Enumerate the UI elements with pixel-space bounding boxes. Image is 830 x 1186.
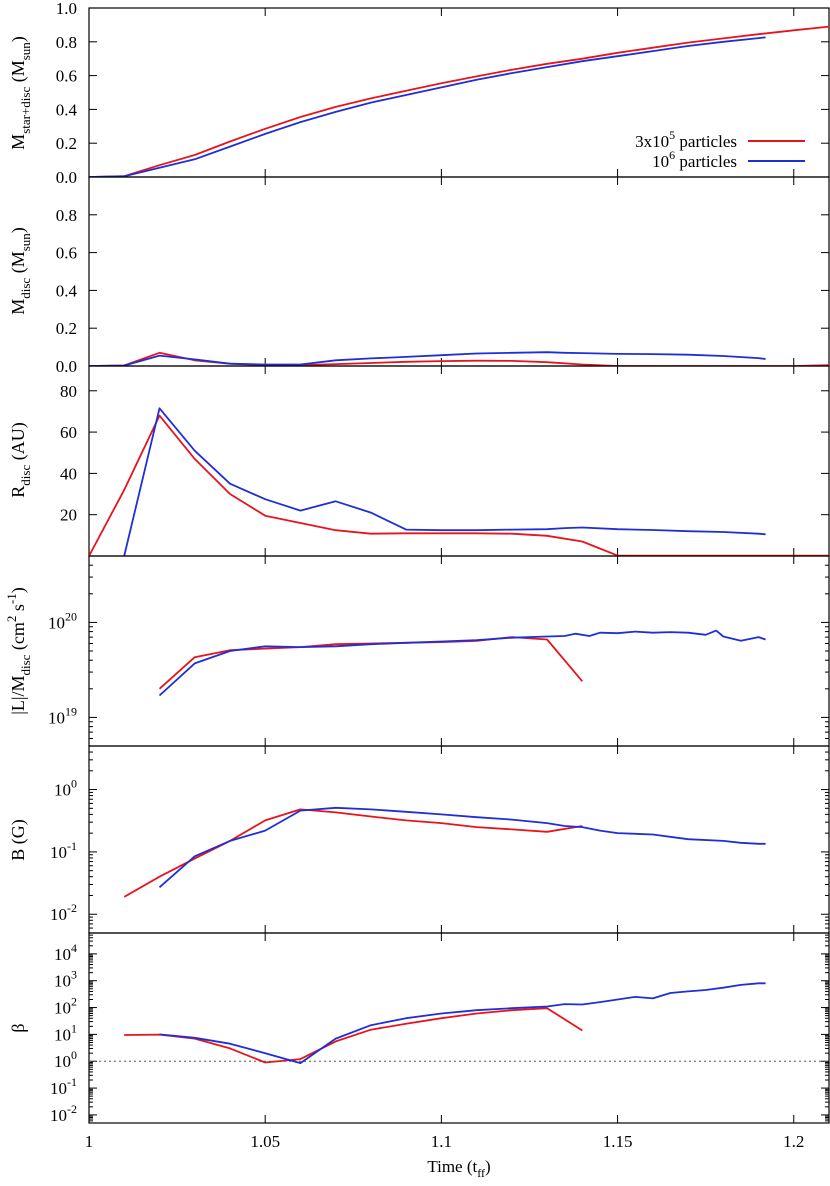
panel-disc-radius: 20 40 60 80 Rdisc (AU) xyxy=(8,365,830,557)
series-line-blue xyxy=(123,407,766,556)
y-tick-label: 80 xyxy=(60,382,77,401)
x-tick-label: 1.15 xyxy=(603,1132,633,1151)
y-tick-label: 101 xyxy=(54,1021,77,1044)
plot-frame xyxy=(88,555,830,747)
y-tick-label: 60 xyxy=(60,423,77,442)
y-tick-label: 102 xyxy=(54,995,77,1018)
series-line-blue xyxy=(89,36,766,177)
x-tick-label: 1 xyxy=(85,1132,94,1151)
x-tick-label: 1.1 xyxy=(431,1132,452,1151)
y-tick-label: 0.4 xyxy=(56,100,78,119)
series-line-red xyxy=(124,1007,583,1064)
x-tick-label: 1.05 xyxy=(250,1132,280,1151)
y-tick-label: 1020 xyxy=(48,609,77,632)
series-line-red xyxy=(123,808,583,898)
panel-mass-star-disc: 0.0 0.2 0.4 0.6 0.8 1.0 Mstar+disc (Msun) 3x105… xyxy=(8,0,830,187)
panel-mass-disc: 0.0 0.2 0.4 0.6 0.8 Mdisc (Msun) xyxy=(8,176,830,376)
series-line-red xyxy=(89,414,829,556)
series-line-blue xyxy=(159,982,766,1064)
legend-label: 106 particles xyxy=(652,148,737,171)
y-tick-label: 20 xyxy=(60,506,77,525)
y-tick-label: 0.4 xyxy=(56,281,78,300)
series-line-blue xyxy=(89,351,766,366)
y-tick-label: 100 xyxy=(54,777,77,800)
panel-plasma-beta: 10-2 10-1 100 101 102 103 104 β xyxy=(8,932,830,1125)
y-tick-label: 104 xyxy=(54,941,77,964)
y-tick-label: 10-1 xyxy=(50,1075,77,1098)
y-tick-label: 0.2 xyxy=(56,134,77,153)
series-line-red xyxy=(89,25,829,177)
x-axis-label: Time (tff) xyxy=(427,1157,490,1180)
y-axis-label: |L|/Mdisc (cm2 s-1) xyxy=(4,587,33,715)
panel-magnetic-field: 10-2 10-1 100 B (G) xyxy=(8,745,830,934)
legend-label: 3x105 particles xyxy=(635,128,737,151)
plot-frame xyxy=(88,745,830,934)
x-tick-label: 1.2 xyxy=(783,1132,804,1151)
y-tick-label: 0.0 xyxy=(56,357,77,376)
y-tick-label: 10-2 xyxy=(50,901,77,924)
y-axis-label: β xyxy=(8,1023,28,1032)
plot-frame xyxy=(88,365,830,557)
y-tick-label: 0.8 xyxy=(56,206,77,225)
y-tick-label: 0.8 xyxy=(56,33,77,52)
plot-frame xyxy=(88,176,830,367)
y-axis-label: B (G) xyxy=(8,819,29,861)
y-tick-label: 40 xyxy=(60,464,77,483)
x-axis: 1 1.05 1.1 1.15 1.2 Time (tff) xyxy=(85,1132,805,1180)
series-line-blue xyxy=(158,806,766,888)
y-tick-label: 10-2 xyxy=(50,1102,77,1125)
y-tick-label: 103 xyxy=(54,968,77,991)
y-tick-label: 0.2 xyxy=(56,319,77,338)
y-axis-label: Rdisc (AU) xyxy=(8,422,33,497)
panel-specific-angular-momentum: 1019 1020 |L|/Mdisc (cm2 s-1) xyxy=(4,555,830,747)
y-tick-label: 0.6 xyxy=(56,67,77,86)
y-tick-label: 10-1 xyxy=(50,839,77,862)
y-tick-label: 0.0 xyxy=(56,168,77,187)
series-line-blue xyxy=(158,629,766,697)
y-axis-label: Mstar+disc (Msun) xyxy=(8,36,33,150)
y-tick-label: 0.6 xyxy=(56,244,77,263)
y-axis-label: Mdisc (Msun) xyxy=(8,227,33,315)
y-tick-label: 1.0 xyxy=(56,0,77,18)
plot-frame xyxy=(88,932,830,1124)
y-tick-label: 100 xyxy=(54,1048,77,1071)
y-tick-label: 1019 xyxy=(48,704,77,727)
